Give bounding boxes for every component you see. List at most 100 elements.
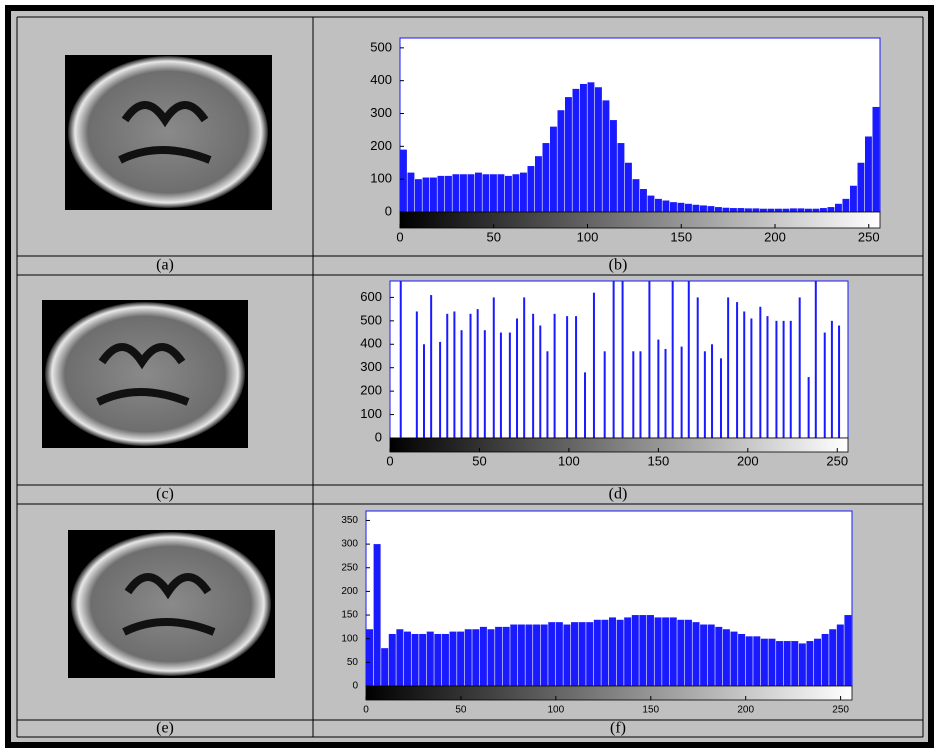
bar <box>498 174 505 212</box>
bar <box>873 107 880 212</box>
bar <box>445 176 452 212</box>
bar <box>665 349 667 438</box>
bar <box>790 321 792 438</box>
bar <box>475 173 482 212</box>
bar <box>715 627 722 686</box>
bar <box>528 166 535 212</box>
bar <box>743 311 745 438</box>
x-tick-label: 0 <box>396 229 403 244</box>
bar <box>704 351 706 438</box>
caption: (e) <box>156 720 174 737</box>
bar <box>761 639 768 686</box>
y-tick-label: 100 <box>341 633 358 644</box>
bar <box>419 634 426 686</box>
bar <box>632 615 639 686</box>
bar <box>500 333 502 438</box>
bar <box>604 351 606 438</box>
bar <box>791 641 798 686</box>
bar <box>632 351 634 438</box>
bar <box>468 174 475 212</box>
bar <box>609 617 616 686</box>
bar <box>533 625 540 686</box>
y-tick-label: 50 <box>347 657 359 668</box>
y-tick-label: 0 <box>352 681 358 692</box>
bar <box>790 208 797 212</box>
bar <box>730 208 737 212</box>
bar <box>678 203 685 212</box>
bar <box>381 648 388 686</box>
y-tick-label: 350 <box>341 515 358 526</box>
bar <box>416 311 418 438</box>
x-tick-label: 100 <box>577 229 599 244</box>
ct-image-c <box>42 300 248 448</box>
bar <box>480 627 487 686</box>
bar <box>423 344 425 438</box>
bar <box>461 330 463 438</box>
x-tick-label: 0 <box>363 705 369 716</box>
bar <box>759 307 761 438</box>
bar <box>806 641 813 686</box>
bar <box>563 625 570 686</box>
bar <box>685 620 692 686</box>
bar <box>783 321 785 438</box>
bar <box>579 622 586 686</box>
bar <box>655 617 662 686</box>
bar <box>427 632 434 686</box>
bar <box>558 110 565 212</box>
bar <box>510 625 517 686</box>
bar <box>688 274 690 438</box>
bar <box>640 189 647 212</box>
bar <box>400 150 407 212</box>
bar <box>693 205 700 212</box>
bar <box>470 314 472 438</box>
bar <box>442 634 449 686</box>
bar <box>450 632 457 686</box>
plot-area <box>390 281 848 438</box>
y-tick-label: 600 <box>360 289 382 304</box>
bar <box>509 333 511 438</box>
bar <box>697 297 699 438</box>
bar <box>430 178 437 212</box>
bar <box>434 634 441 686</box>
bar <box>814 639 821 686</box>
bar <box>566 316 568 438</box>
y-tick-label: 200 <box>341 586 358 597</box>
bar <box>865 136 872 212</box>
y-tick-label: 200 <box>370 138 392 153</box>
bar <box>389 634 396 686</box>
bar <box>622 274 624 438</box>
bar <box>672 274 674 438</box>
bar <box>595 87 602 212</box>
bar <box>488 629 495 686</box>
colorbar <box>400 212 880 228</box>
bar <box>723 629 730 686</box>
bar <box>588 82 595 212</box>
bar <box>738 208 745 212</box>
caption: (a) <box>156 257 174 274</box>
caption: (d) <box>609 486 628 503</box>
x-tick-label: 150 <box>642 705 659 716</box>
bar <box>472 629 479 686</box>
bar <box>477 309 479 438</box>
y-tick-label: 300 <box>370 105 392 120</box>
x-tick-label: 250 <box>832 705 849 716</box>
bar <box>465 629 472 686</box>
y-tick-label: 500 <box>370 39 392 54</box>
x-tick-label: 50 <box>455 705 467 716</box>
bar <box>438 176 445 212</box>
bar <box>460 174 467 212</box>
y-tick-label: 400 <box>370 72 392 87</box>
bar <box>618 143 625 212</box>
bar <box>639 615 646 686</box>
bar <box>539 326 541 438</box>
bar <box>613 274 615 438</box>
bar <box>768 639 775 686</box>
bar <box>753 636 760 686</box>
x-tick-label: 200 <box>737 453 759 468</box>
bar <box>708 206 715 212</box>
x-tick-label: 0 <box>386 453 393 468</box>
bar <box>715 207 722 212</box>
bar <box>843 199 850 212</box>
bar <box>815 274 817 438</box>
bar <box>525 625 532 686</box>
